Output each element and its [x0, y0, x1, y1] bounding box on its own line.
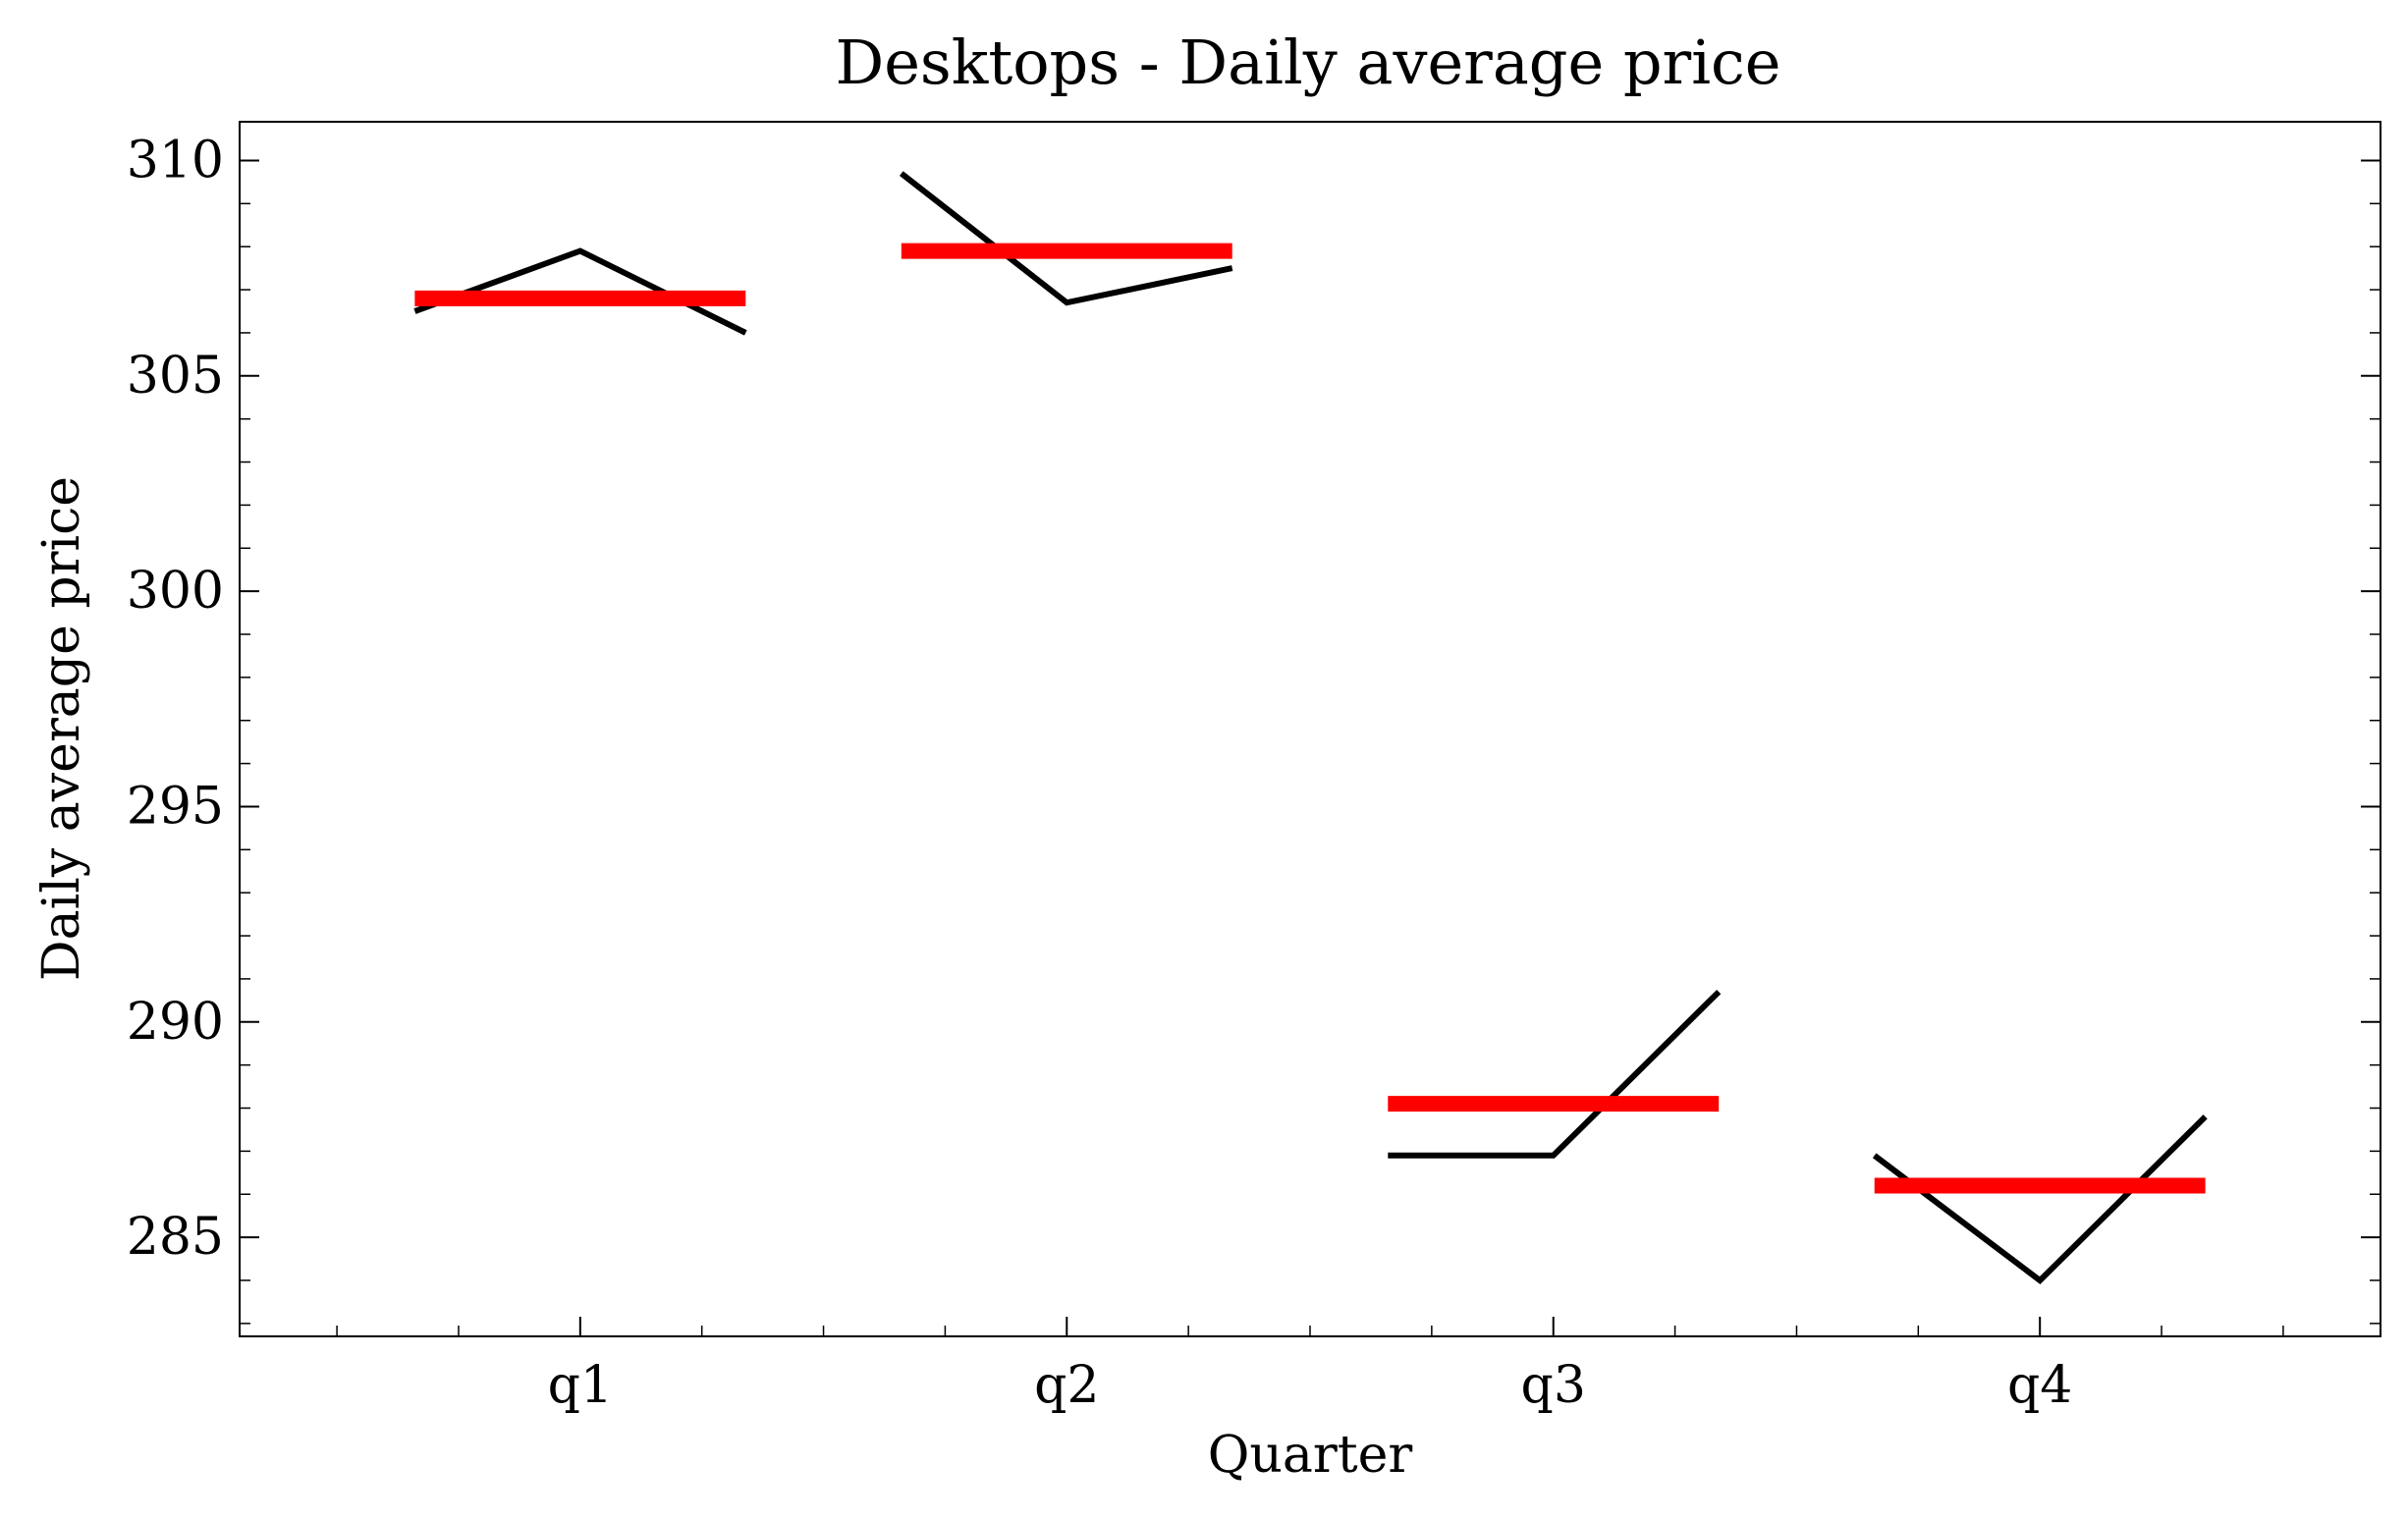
plot-area: 285 290 295 300 305 310 q1 q2 q3 q4	[127, 121, 2381, 1415]
y-tick-label: 310	[127, 131, 224, 190]
y-tick-label: 295	[127, 777, 224, 836]
x-axis-label: Quarter	[1208, 1426, 1413, 1485]
monthly-line-q3	[1388, 989, 1722, 1159]
y-tick-label: 285	[127, 1208, 224, 1267]
x-tick-label: q2	[1034, 1356, 1099, 1415]
x-axis: q1 q2 q3 q4	[336, 1317, 2284, 1415]
monthly-line-q2	[899, 171, 1233, 306]
y-axis: 285 290 295 300 305 310	[127, 131, 2381, 1325]
chart-title: Desktops - Daily average price	[836, 27, 1781, 98]
x-tick-label: q3	[1521, 1356, 1586, 1415]
monthly-line-q4	[1872, 1114, 2208, 1284]
y-axis-label: Daily average price	[32, 476, 91, 981]
y-tick-label: 300	[127, 562, 224, 621]
x-tick-label: q4	[2007, 1356, 2072, 1415]
y-tick-label: 290	[127, 993, 224, 1052]
x-tick-label: q1	[548, 1356, 613, 1415]
y-tick-label: 305	[127, 347, 224, 406]
series-layer	[413, 171, 2208, 1284]
